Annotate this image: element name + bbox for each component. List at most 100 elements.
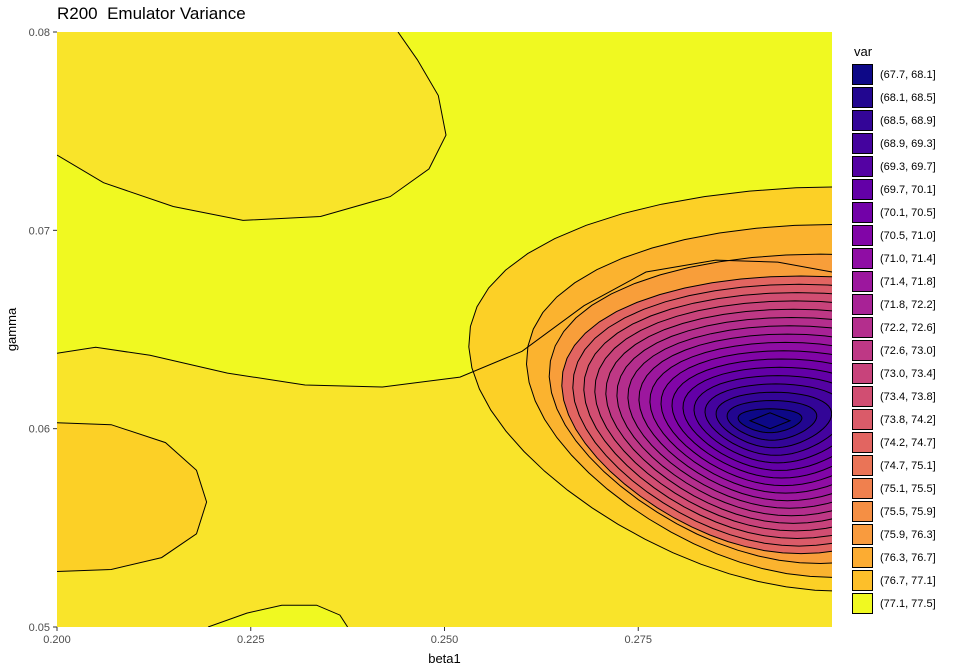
contour-line (57, 259, 832, 388)
filled-contour-bands (57, 32, 832, 627)
legend-item: (71.8, 72.2] (852, 293, 936, 316)
contour-line (583, 292, 832, 540)
contour-line (704, 383, 832, 456)
legend-swatch (852, 64, 873, 85)
contour-line (605, 308, 832, 524)
axes: 0.200 0.225 0.250 0.275 0.05 0.06 0.07 0.08 beta… (4, 27, 652, 666)
x-axis-label: beta1 (428, 651, 461, 666)
legend-item: (69.7, 70.1] (852, 178, 936, 201)
band-76-7-top (57, 32, 446, 221)
contour-line (616, 316, 832, 517)
legend-item: (75.5, 75.9] (852, 500, 936, 523)
legend-item: (68.9, 69.3] (852, 132, 936, 155)
legend-item: (71.0, 71.4] (852, 247, 936, 270)
contour-line (548, 253, 832, 565)
legend-label: (67.7, 68.1] (880, 68, 936, 81)
x-tick-label: 0.200 (43, 634, 71, 646)
contour-line (671, 358, 832, 479)
y-tick-label: 0.07 (29, 225, 50, 237)
legend-label: (76.7, 77.1] (880, 574, 936, 587)
legend-label: (76.3, 76.7] (880, 551, 936, 564)
legend-item: (75.9, 76.3] (852, 523, 936, 546)
legend-swatch (852, 87, 873, 108)
legend-swatch (852, 340, 873, 361)
legend-label: (73.0, 73.4] (880, 367, 936, 380)
legend-item: (74.2, 74.7] (852, 431, 936, 454)
legend-item: (68.1, 68.5] (852, 86, 936, 109)
legend-swatch (852, 593, 873, 614)
y-tick-label: 0.05 (29, 622, 50, 634)
legend-label: (68.5, 68.9] (880, 114, 936, 127)
legend-swatch (852, 179, 873, 200)
legend-label: (72.2, 72.6] (880, 321, 936, 334)
contour-line (627, 325, 832, 509)
legend-label: (71.4, 71.8] (880, 275, 936, 288)
legend-item: (76.7, 77.1] (852, 569, 936, 592)
legend-swatch (852, 225, 873, 246)
legend-item: (71.4, 71.8] (852, 270, 936, 293)
legend-label: (73.4, 73.8] (880, 390, 936, 403)
minimum-marker (748, 412, 792, 430)
legend-swatch (852, 386, 873, 407)
legend-item: (69.3, 69.7] (852, 155, 936, 178)
legend-label: (75.9, 76.3] (880, 528, 936, 541)
legend-swatch (852, 156, 873, 177)
legend-item: (75.1, 75.5] (852, 477, 936, 500)
legend-label: (74.7, 75.1] (880, 459, 936, 472)
legend-swatch (852, 432, 873, 453)
legend-swatch (852, 501, 873, 522)
contour-line (726, 399, 818, 441)
legend-label: (77.1, 77.5] (880, 597, 936, 610)
contour-line (693, 375, 832, 464)
legend-swatch (852, 409, 873, 430)
legend-swatch (852, 478, 873, 499)
x-tick-label: 0.275 (624, 634, 652, 646)
legend-label: (75.5, 75.9] (880, 505, 936, 518)
legend-item: (72.6, 73.0] (852, 339, 936, 362)
contour-line (715, 391, 832, 449)
legend-swatch (852, 202, 873, 223)
contour-line (649, 341, 832, 494)
legend: var (67.7, 68.1] (68.1, 68.5] (68.5, 68.9]… (852, 44, 936, 615)
legend-item: (72.2, 72.6] (852, 316, 936, 339)
contour-line (572, 283, 832, 547)
legend-swatch (852, 570, 873, 591)
contour-line (561, 275, 832, 555)
legend-swatch (852, 110, 873, 131)
legend-item: (77.1, 77.5] (852, 592, 936, 615)
x-tick-label: 0.225 (237, 634, 265, 646)
legend-item: (73.4, 73.8] (852, 385, 936, 408)
legend-item: (74.7, 75.1] (852, 454, 936, 477)
legend-label: (70.1, 70.5] (880, 206, 936, 219)
legend-rows: (67.7, 68.1] (68.1, 68.5] (68.5, 68.9] (68.… (852, 63, 936, 615)
legend-item: (67.7, 68.1] (852, 63, 936, 86)
y-axis-label: gamma (4, 307, 19, 351)
legend-item: (73.8, 74.2] (852, 408, 936, 431)
contour-line (682, 366, 832, 471)
contour-line (594, 300, 832, 532)
legend-item: (70.1, 70.5] (852, 201, 936, 224)
legend-item: (70.5, 71.0] (852, 224, 936, 247)
y-tick-label: 0.08 (29, 27, 50, 39)
legend-swatch (852, 248, 873, 269)
legend-label: (70.5, 71.0] (880, 229, 936, 242)
y-tick-label: 0.06 (29, 424, 50, 436)
legend-item: (68.5, 68.9] (852, 109, 936, 132)
contour-line (660, 350, 832, 487)
x-tick-label: 0.250 (431, 634, 459, 646)
contour-line (737, 408, 803, 434)
legend-swatch (852, 455, 873, 476)
contour-line (468, 186, 832, 592)
legend-label: (71.8, 72.2] (880, 298, 936, 311)
legend-label: (75.1, 75.5] (880, 482, 936, 495)
contour-lines (57, 32, 832, 627)
legend-label: (73.8, 74.2] (880, 413, 936, 426)
legend-label: (68.9, 69.3] (880, 137, 936, 150)
chart-title: R200 Emulator Variance (57, 4, 246, 23)
contour-line (638, 333, 832, 502)
legend-swatch (852, 547, 873, 568)
legend-label: (71.0, 71.4] (880, 252, 936, 265)
legend-swatch (852, 294, 873, 315)
legend-label: (74.2, 74.7] (880, 436, 936, 449)
